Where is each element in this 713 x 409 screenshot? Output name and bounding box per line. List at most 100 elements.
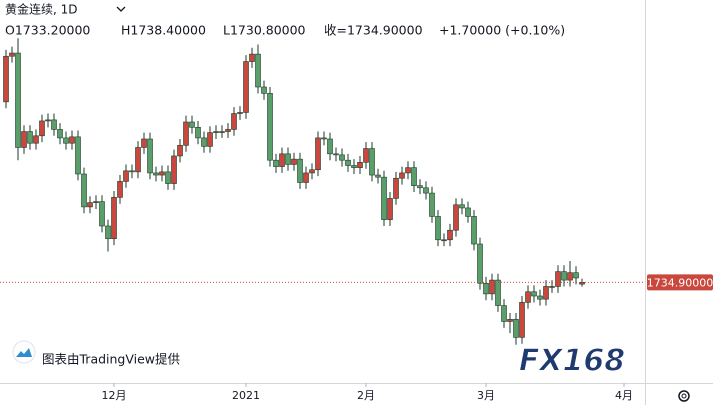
candle-body — [237, 112, 243, 114]
candle-body — [351, 165, 357, 168]
candle-body — [141, 138, 147, 148]
candle-body — [225, 129, 231, 132]
candle-body — [501, 305, 507, 322]
candle-body — [525, 291, 531, 303]
candle-body — [249, 53, 255, 62]
candle-body — [33, 135, 39, 144]
candle-body — [177, 145, 183, 157]
settings-icon[interactable] — [678, 390, 690, 402]
candle-body — [405, 167, 411, 174]
candle-body — [327, 138, 333, 155]
candle-body — [129, 170, 135, 173]
candle-body — [495, 279, 501, 306]
candle-body — [549, 286, 555, 288]
candle-body — [81, 173, 87, 208]
candle-body — [567, 272, 573, 281]
candle-body — [21, 131, 27, 148]
candle-body — [195, 127, 201, 139]
candle-body — [387, 198, 393, 220]
plot — [3, 38, 585, 345]
tv-logo[interactable] — [12, 340, 36, 364]
chart-title: 黄金连续, 1D — [5, 2, 78, 17]
candle-body — [375, 174, 381, 178]
ohlc-change: +1.70000 (+0.10%) — [439, 23, 565, 38]
candle-body — [57, 129, 63, 139]
candle-body — [45, 119, 51, 122]
candle-body — [219, 131, 225, 133]
candle-body — [93, 201, 99, 203]
candle-body — [507, 319, 513, 322]
candle-body — [531, 291, 537, 297]
candle-body — [441, 239, 447, 242]
candle-body — [15, 52, 21, 148]
candle-body — [333, 153, 339, 156]
candle-body — [159, 171, 165, 176]
candle-body — [363, 148, 369, 163]
candle-body — [285, 153, 291, 165]
candle-body — [303, 172, 309, 183]
candle-body — [117, 181, 123, 198]
candle-body — [381, 176, 387, 220]
candle-body — [231, 113, 237, 130]
candle-body — [27, 131, 33, 144]
candle-body — [429, 192, 435, 217]
candle-body — [189, 121, 195, 128]
ohlc-high: H1738.40000 — [121, 23, 206, 38]
ohlc-open: O1733.20000 — [5, 23, 90, 38]
candle-body — [39, 120, 45, 137]
candle-body — [3, 55, 9, 103]
x-tick-label: 4月 — [615, 389, 633, 402]
candle-body — [453, 204, 459, 231]
candle-body — [423, 187, 429, 194]
candle-body — [69, 136, 75, 144]
candle-body — [63, 137, 69, 144]
tv-logo-mark — [16, 348, 32, 357]
candle-body — [201, 137, 207, 147]
candle-body — [519, 302, 525, 338]
candle-body — [417, 185, 423, 189]
candle-body — [9, 52, 15, 57]
candle-body — [99, 201, 105, 227]
candle-body — [345, 159, 351, 166]
candle-body — [87, 202, 93, 208]
candle-body — [369, 148, 375, 176]
candle-body — [357, 162, 363, 168]
title-chevron[interactable] — [116, 6, 126, 12]
candle-body — [459, 204, 465, 209]
candle-body — [447, 229, 453, 241]
candle-body — [279, 153, 285, 167]
candle-body — [393, 177, 399, 199]
candle-body — [537, 295, 543, 300]
candle-body — [147, 138, 153, 174]
price-label-box — [647, 274, 713, 291]
candle-body — [483, 282, 489, 295]
x-tick-label: 2月 — [357, 389, 375, 402]
candle-body — [465, 207, 471, 217]
candle-body — [477, 243, 483, 284]
watermark: 图表由TradingView提供 — [42, 352, 180, 367]
candle-body — [183, 121, 189, 146]
candle-body — [165, 171, 171, 184]
candle-body — [435, 216, 441, 241]
candle-body — [123, 170, 129, 182]
candle-body — [255, 53, 261, 88]
candle-body — [471, 216, 477, 245]
candle-body — [315, 137, 321, 171]
candle-body — [399, 172, 405, 179]
x-tick-label: 2021 — [232, 389, 260, 402]
candle-body — [111, 197, 117, 240]
candle-body — [273, 159, 279, 167]
candle-body — [51, 119, 57, 130]
candle-body — [243, 61, 249, 113]
candle-body — [321, 137, 327, 140]
candle-body — [105, 225, 111, 240]
candle-body — [135, 147, 141, 173]
candle-body — [543, 286, 549, 300]
candle-body — [573, 272, 579, 279]
candle-body — [561, 271, 567, 281]
candle-body — [213, 131, 219, 133]
candle-body — [171, 155, 177, 184]
candle-body — [339, 154, 345, 161]
price-label: 1734.90000 — [647, 276, 713, 289]
candle-body — [75, 136, 81, 175]
